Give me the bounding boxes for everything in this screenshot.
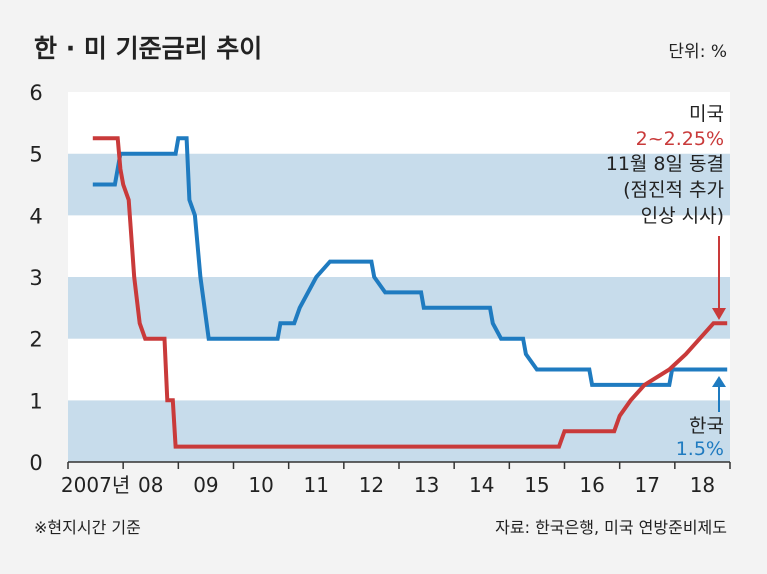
y-tick-label: 2 xyxy=(29,328,42,352)
x-tick-label: 11 xyxy=(304,473,329,497)
us-rate-label: 2~2.25% xyxy=(636,128,724,150)
grid-band xyxy=(68,400,730,462)
unit-label: 단위: % xyxy=(668,42,727,62)
grid-bands xyxy=(68,92,730,462)
series-line-us xyxy=(92,136,728,449)
x-tick-label: 15 xyxy=(524,473,549,497)
y-tick-label: 5 xyxy=(29,143,42,167)
us-arrow xyxy=(712,236,726,320)
x-tick-label: 17 xyxy=(635,473,660,497)
x-tick-label: 09 xyxy=(193,473,218,497)
us-note-line-1: 11월 8일 동결 xyxy=(606,153,724,175)
us-name-label: 미국 xyxy=(689,103,724,125)
y-tick-label: 3 xyxy=(29,266,42,290)
x-tick-label: 10 xyxy=(248,473,273,497)
y-tick-label: 0 xyxy=(29,451,42,475)
x-tick-label: 18 xyxy=(690,473,715,497)
series-line-kr xyxy=(92,136,728,387)
kr-name-label: 한국 xyxy=(689,415,724,437)
grid-band xyxy=(68,215,730,277)
kr-rate-label: 1.5% xyxy=(676,438,724,460)
y-tick-label: 1 xyxy=(29,389,42,413)
y-tick-label: 6 xyxy=(29,81,42,105)
chart-title: 한 · 미 기준금리 추이 xyxy=(34,34,262,63)
footnote-left: ※현지시간 기준 xyxy=(34,518,141,537)
y-axis-ticks: 0 1 2 3 4 5 6 xyxy=(29,81,42,475)
grid-band xyxy=(68,338,730,401)
grid-band xyxy=(68,92,730,154)
series-lines xyxy=(92,136,728,449)
x-tick-label: 13 xyxy=(414,473,439,497)
x-tick-label: 2007년 xyxy=(61,473,130,497)
x-tick-label: 14 xyxy=(469,473,494,497)
x-tick-label: 08 xyxy=(138,473,163,497)
grid-band xyxy=(68,153,730,216)
footnote-source: 자료: 한국은행, 미국 연방준비제도 xyxy=(495,518,727,537)
x-tick-label: 16 xyxy=(579,473,604,497)
x-axis-ticks: 2007년 08 09 10 11 12 13 14 15 16 17 18 xyxy=(61,462,731,497)
x-tick-label: 12 xyxy=(359,473,384,497)
grid-band xyxy=(68,277,730,339)
us-note-line-3: 인상 시사) xyxy=(641,205,724,227)
kr-arrow xyxy=(712,376,726,412)
us-note-line-2: (점진적 추가 xyxy=(623,179,724,201)
y-tick-label: 4 xyxy=(29,204,42,228)
